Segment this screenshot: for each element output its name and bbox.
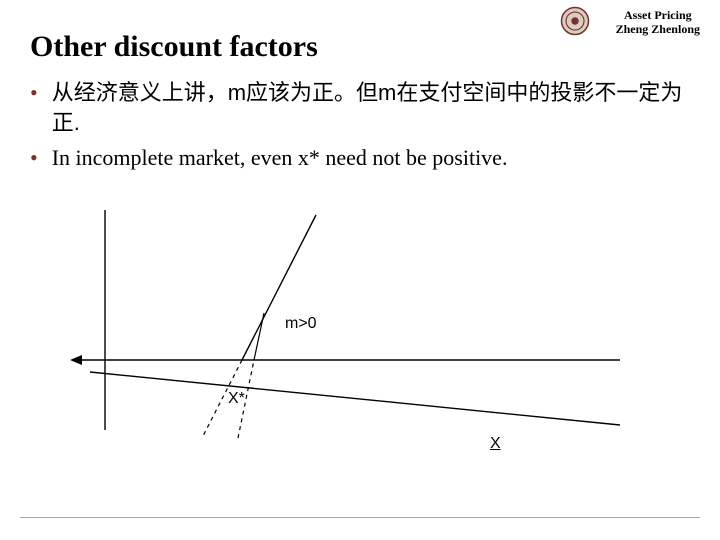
university-seal-icon: [560, 6, 590, 36]
footer-divider: [20, 517, 700, 518]
label-m-positive: m>0: [285, 315, 317, 333]
bullet-text: 从经济意义上讲，m应该为正。但m在支付空间中的投影不一定为正.: [52, 78, 700, 137]
label-x-star: X*: [228, 390, 245, 408]
bullet-list: • 从经济意义上讲，m应该为正。但m在支付空间中的投影不一定为正. • In i…: [30, 78, 700, 179]
author-name: Zheng Zhenlong: [616, 22, 700, 36]
bullet-item: • In incomplete market, even x* need not…: [30, 143, 700, 173]
course-name: Asset Pricing: [616, 8, 700, 22]
header-text: Asset Pricing Zheng Zhenlong: [616, 8, 700, 37]
slide-title: Other discount factors: [30, 30, 318, 64]
bullet-dot-icon: •: [30, 143, 38, 173]
bullet-dot-icon: •: [30, 78, 38, 108]
discount-factor-diagram: m>0 X* X: [60, 210, 660, 520]
bullet-text: In incomplete market, even x* need not b…: [52, 143, 700, 173]
bullet-item: • 从经济意义上讲，m应该为正。但m在支付空间中的投影不一定为正.: [30, 78, 700, 137]
label-payoff-space: X: [490, 435, 501, 453]
diagram-svg: [60, 210, 660, 520]
